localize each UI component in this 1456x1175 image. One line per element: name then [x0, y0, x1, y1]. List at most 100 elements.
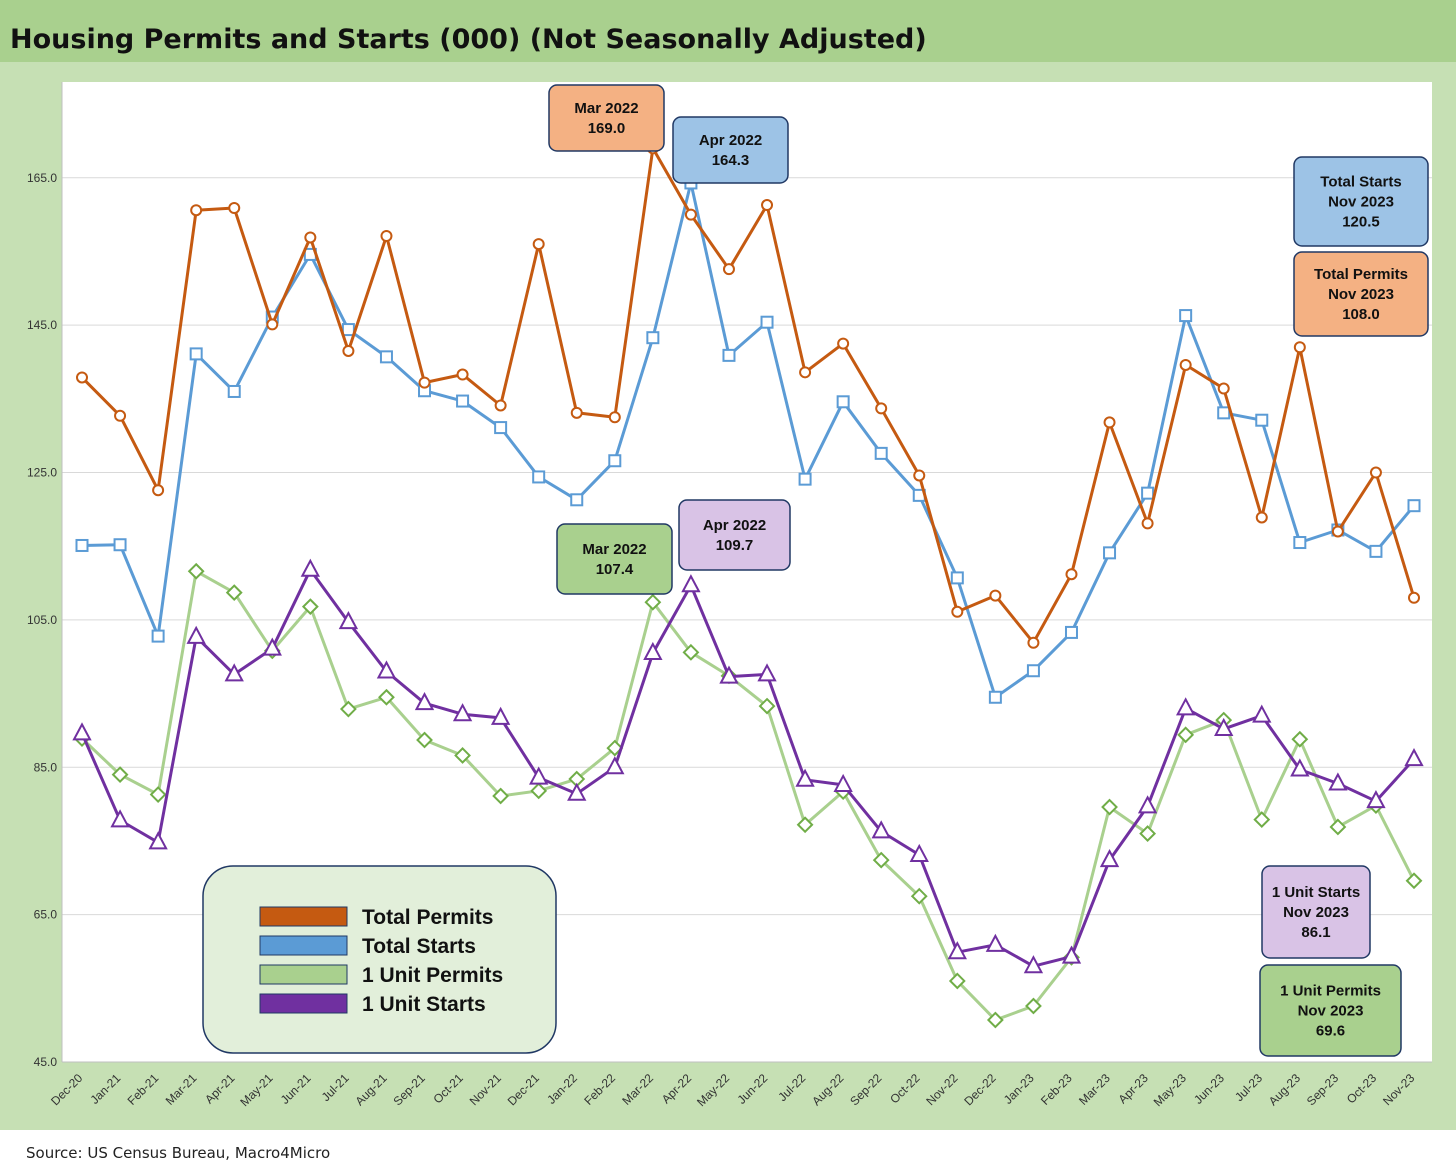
series-line-unit-permits: [80, 569, 1416, 1022]
legend-swatch: [259, 906, 348, 927]
point-unit-permits: [149, 786, 167, 803]
legend-label: 1 Unit Permits: [362, 964, 503, 987]
legend-label: 1 Unit Starts: [362, 993, 486, 1016]
point-unit-permits: [301, 598, 319, 616]
point-unit-permits: [910, 887, 928, 905]
series-line-total-starts: [81, 181, 1416, 699]
point-unit-permits: [1329, 818, 1347, 836]
point-total-permits: [913, 469, 926, 482]
legend-swatch: [259, 964, 348, 985]
point-total-starts: [1141, 486, 1155, 500]
x-tick-label: Nov-23: [1380, 1071, 1417, 1108]
point-unit-permits: [1177, 726, 1195, 744]
point-total-permits: [837, 337, 850, 350]
callout-mar22-unit-permits-text: 107.4: [596, 561, 634, 578]
point-unit-permits: [872, 851, 890, 869]
y-tick-label: 105.0: [27, 613, 57, 627]
point-total-permits: [1103, 416, 1116, 429]
callout-apr22-unit-starts-text: Apr 2022: [703, 517, 766, 534]
callout-nov23-permits-text: Total Permits: [1314, 266, 1408, 283]
x-tick-label: Apr-22: [659, 1071, 695, 1107]
point-unit-permits: [378, 688, 395, 706]
x-tick-label: Jan-22: [544, 1071, 580, 1107]
callout-nov23-unit-permits-text: 1 Unit Permits: [1280, 983, 1381, 1000]
x-tick-label: Dec-20: [48, 1071, 85, 1108]
point-total-starts: [1026, 664, 1040, 678]
point-total-starts: [1369, 544, 1383, 558]
legend: Total Permits Total Starts 1 Unit Permits 1…: [202, 865, 557, 1054]
x-tick-label: Nov-21: [467, 1071, 504, 1108]
point-unit-permits: [187, 562, 205, 580]
callout-nov23-permits-text: 108.0: [1342, 306, 1380, 323]
x-tick-label: Oct-21: [430, 1071, 466, 1107]
y-tick-label: 125.0: [27, 466, 57, 480]
callout-nov23-unit-permits-text: Nov 2023: [1298, 1003, 1364, 1020]
point-unit-permits: [682, 643, 700, 661]
x-tick-label: Aug-21: [352, 1071, 389, 1108]
x-tick-label: May-23: [1151, 1071, 1189, 1109]
point-unit-permits: [454, 747, 471, 764]
x-tick-label: May-21: [237, 1071, 275, 1109]
point-total-permits: [532, 238, 545, 251]
callout-nov23-starts-box: [1293, 156, 1429, 247]
x-tick-label: Oct-23: [1344, 1071, 1380, 1107]
point-total-permits: [114, 409, 127, 422]
point-unit-starts: [1061, 945, 1082, 964]
point-total-starts: [151, 629, 165, 643]
point-total-starts: [379, 350, 393, 364]
callout-mar22-permits-box: [548, 84, 665, 152]
point-unit-permits: [1253, 811, 1271, 828]
x-tick-label: Sep-21: [391, 1071, 428, 1108]
point-unit-starts: [871, 820, 891, 839]
point-unit-starts: [1366, 790, 1386, 809]
point-total-starts: [1217, 406, 1231, 420]
point-unit-starts: [681, 574, 701, 593]
point-total-permits: [494, 399, 507, 412]
point-total-starts: [1103, 546, 1117, 560]
callout-nov23-permits-box: [1293, 251, 1429, 337]
point-total-permits: [761, 199, 774, 212]
point-unit-starts: [1290, 758, 1310, 777]
point-unit-permits: [339, 700, 357, 718]
x-tick-label: Jan-23: [1001, 1071, 1037, 1107]
x-tick-label: Jul-23: [1232, 1071, 1265, 1104]
x-tick-label: Mar-23: [1076, 1071, 1113, 1108]
point-unit-permits: [225, 584, 243, 602]
x-tick-label: Sep-22: [847, 1071, 884, 1108]
chart-title: Housing Permits and Starts (000) (Not Se…: [10, 24, 927, 55]
point-unit-starts: [110, 809, 130, 828]
point-total-permits: [266, 318, 279, 331]
point-unit-starts: [338, 610, 359, 630]
point-total-permits: [951, 605, 964, 618]
callout-nov23-unit-permits-box: [1259, 964, 1402, 1057]
point-unit-starts: [262, 637, 282, 656]
legend-label: Total Starts: [362, 935, 476, 958]
point-unit-starts: [909, 843, 929, 862]
x-tick-label: Jul-21: [319, 1071, 352, 1104]
callout-nov23-unit-starts-text: Nov 2023: [1283, 904, 1349, 921]
callout-nov23-unit-starts-text: 1 Unit Starts: [1272, 884, 1360, 901]
callout-apr22-unit-starts: Apr 2022 109.7: [678, 499, 791, 571]
point-total-starts: [646, 331, 660, 345]
point-unit-starts: [376, 660, 397, 679]
point-total-starts: [532, 470, 546, 484]
point-total-permits: [418, 376, 431, 389]
point-unit-permits: [758, 697, 776, 715]
point-total-starts: [341, 323, 355, 337]
x-tick-label: Jun-23: [1191, 1071, 1227, 1107]
callout-nov23-unit-permits: 1 Unit Permits Nov 2023 69.6: [1259, 964, 1402, 1057]
y-tick-label: 165.0: [27, 171, 57, 185]
x-tick-label: Jun-22: [734, 1071, 770, 1107]
point-unit-starts: [1137, 795, 1158, 814]
point-total-permits: [1217, 382, 1230, 395]
x-tick-label: Nov-22: [923, 1071, 960, 1108]
point-unit-permits: [948, 972, 966, 990]
point-unit-permits: [644, 593, 662, 611]
x-tick-label: Aug-23: [1266, 1071, 1303, 1108]
x-tick-label: Mar-21: [163, 1071, 200, 1108]
callout-mar22-unit-permits: Mar 2022 107.4: [556, 523, 673, 595]
x-tick-label: Feb-23: [1038, 1071, 1075, 1108]
y-tick-label: 85.0: [34, 760, 58, 774]
y-tick-label: 65.0: [34, 908, 58, 922]
point-total-permits: [570, 406, 583, 419]
